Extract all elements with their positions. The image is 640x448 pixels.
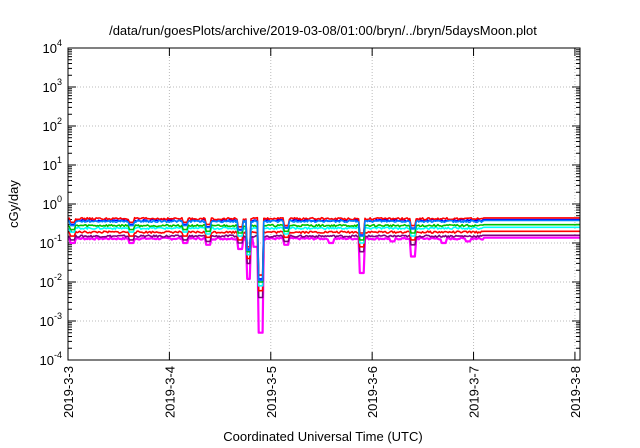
x-tick-label: 2019-3-6: [365, 366, 380, 418]
x-tick-label: 2019-3-5: [264, 366, 279, 418]
y-tick-label: 100: [43, 194, 62, 212]
y-tick-label: 10-3: [40, 311, 62, 329]
y-tick-label: 101: [43, 155, 62, 173]
x-tick-label: 2019-3-8: [568, 366, 583, 418]
series-line: [67, 216, 580, 276]
series-line: [67, 223, 580, 283]
x-tick-label: 2019-3-4: [162, 366, 177, 418]
y-tick-label: 102: [43, 116, 62, 134]
y-axis-label: cGy/day: [6, 180, 21, 228]
series-line: [67, 234, 580, 299]
series-line: [67, 226, 580, 287]
series-line: [67, 236, 580, 334]
y-tick-label: 10-2: [40, 272, 62, 290]
series-line: [67, 230, 580, 292]
y-tick-label: 104: [43, 38, 62, 56]
series-group: [67, 216, 580, 334]
chart-title: /data/run/goesPlots/archive/2019-03-08/0…: [109, 23, 537, 38]
plot-frame: [67, 47, 581, 361]
y-tick-label: 10-1: [40, 233, 62, 251]
y-tick-label: 10-4: [40, 350, 62, 368]
x-axis-label: Coordinated Universal Time (UTC): [223, 429, 422, 444]
x-tick-label: 2019-3-7: [467, 366, 482, 418]
series-line: [67, 219, 580, 282]
y-tick-label: 103: [43, 77, 62, 95]
y-tick-labels: 10-4 10-3 10-2 10-1 100 101 102 103 104: [40, 38, 62, 368]
x-tick-label: 2019-3-3: [61, 366, 76, 418]
grid: [67, 47, 580, 361]
x-tick-labels: 2019-3-3 2019-3-4 2019-3-5 2019-3-6 2019-3-7…: [61, 366, 583, 418]
